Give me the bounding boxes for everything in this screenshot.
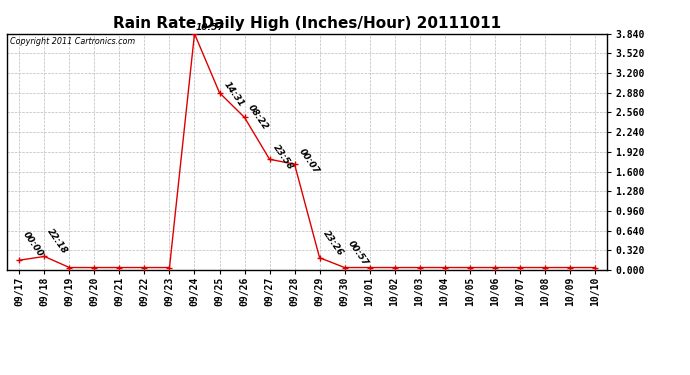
Text: 00:00: 00:00 xyxy=(21,230,44,258)
Text: 22:18: 22:18 xyxy=(46,227,70,256)
Text: 23:26: 23:26 xyxy=(321,229,344,257)
Text: 10:57: 10:57 xyxy=(196,23,224,32)
Text: 08:22: 08:22 xyxy=(246,103,270,132)
Text: Copyright 2011 Cartronics.com: Copyright 2011 Cartronics.com xyxy=(10,37,135,46)
Text: 00:07: 00:07 xyxy=(297,147,320,176)
Text: 14:31: 14:31 xyxy=(221,80,246,108)
Text: 00:57: 00:57 xyxy=(346,239,370,268)
Text: 23:58: 23:58 xyxy=(272,142,295,171)
Title: Rain Rate Daily High (Inches/Hour) 20111011: Rain Rate Daily High (Inches/Hour) 20111… xyxy=(113,16,501,31)
